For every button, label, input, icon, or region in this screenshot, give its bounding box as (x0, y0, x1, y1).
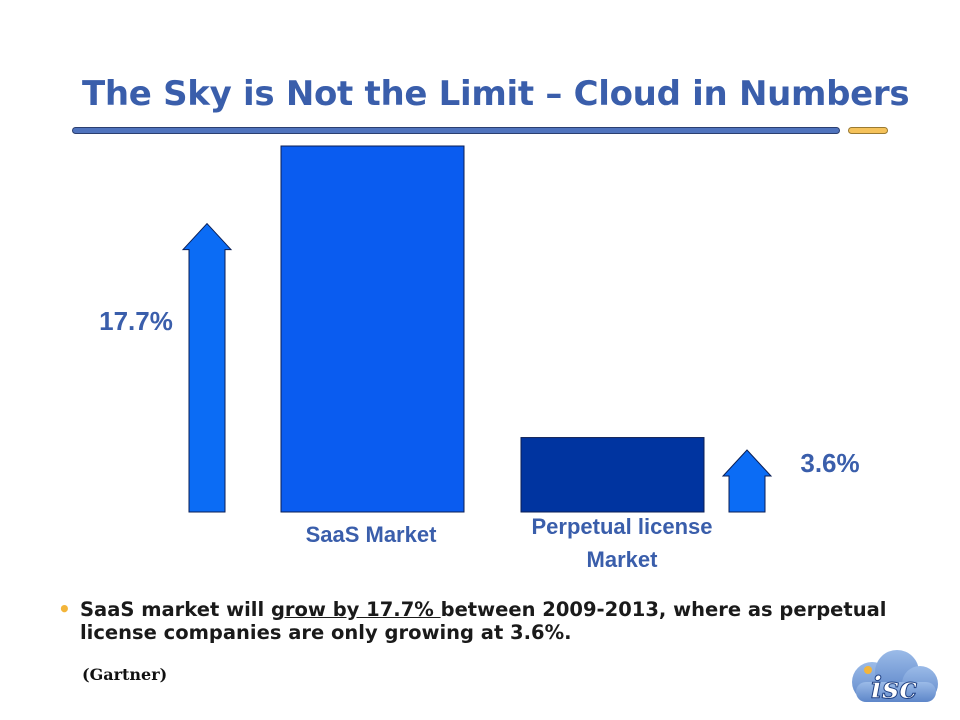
title-underline-bar (72, 127, 840, 134)
bullet-dot-icon: • (58, 597, 71, 621)
bar-saas-market (280, 145, 465, 513)
category-label-2-line-1: Perpetual license (532, 514, 713, 539)
title-accent-bar (848, 127, 888, 134)
summary-text-start: SaaS market will (80, 598, 271, 621)
summary-text: SaaS market will grow by 17.7% between 2… (80, 598, 910, 644)
category-label-1-line-1: SaaS Market (306, 522, 438, 547)
bar-perpetual-license-market (520, 437, 705, 513)
logo-text: isc (871, 671, 918, 706)
growth-bar-chart: 17.7% SaaS Market 3.6% Perpetual license Mar… (99, 145, 860, 572)
summary-text-underlined: grow by 17.7% (270, 598, 441, 621)
slide-title: The Sky is Not the Limit – Cloud in Numb… (82, 74, 910, 114)
summary-text-end: between 2009-2013, where as perpetual li… (80, 598, 887, 644)
value-label-1: 17.7% (99, 306, 173, 336)
value-label-2: 3.6% (800, 448, 859, 478)
category-label-2-line-2: Market (587, 547, 659, 572)
cloud-icon (852, 650, 938, 702)
source-citation: (Gartner) (82, 665, 168, 684)
logo-dot-icon (864, 666, 872, 674)
growth-arrow-icon-2 (721, 449, 773, 513)
isc-cloud-logo: isc (852, 650, 938, 706)
growth-arrow-icon-1 (181, 222, 233, 513)
